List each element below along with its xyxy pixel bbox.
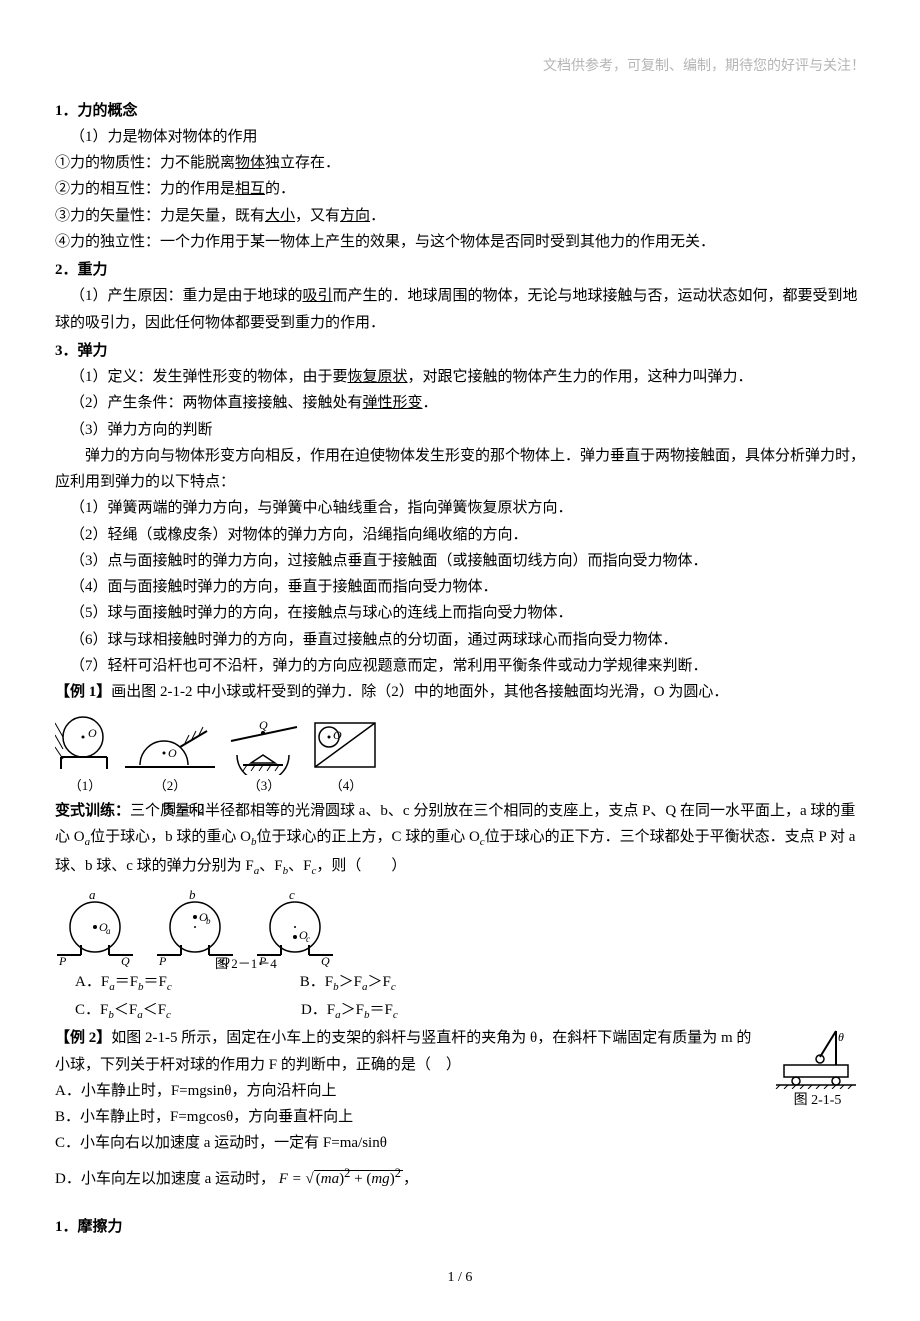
fig-4: O （4） bbox=[313, 719, 379, 798]
section-2-title: 2．重力 bbox=[55, 257, 865, 283]
opt-b: B．Fb＞Fa＞Fc bbox=[300, 969, 396, 997]
fig-2-svg: O bbox=[125, 725, 215, 775]
section-3-title: 3．弹力 bbox=[55, 338, 865, 364]
figures-2-1-2: O （1） O （2） Q bbox=[55, 713, 865, 798]
fig-2: O （2） bbox=[125, 725, 215, 798]
fig-1-svg: O bbox=[55, 713, 115, 775]
variant-training: 变式训练：三个质量和半径都相等的光滑圆球 a、b、c 分别放在三个相同的支座上，… bbox=[55, 798, 865, 881]
opt-a: A．Fa＝Fb＝Fc bbox=[75, 969, 172, 997]
svg-text:a: a bbox=[89, 887, 96, 902]
s3-p3: （3）弹力方向的判断 bbox=[55, 417, 865, 443]
s1-p5: ④力的独立性：一个力作用于某一物体上产生的效果，与这个物体是否同时受到其他力的作… bbox=[55, 229, 865, 255]
s3-p4: 弹力的方向与物体形变方向相反，作用在迫使物体发生形变的那个物体上．弹力垂直于两物… bbox=[55, 443, 865, 496]
fig-2-1-5: θ 图 2-1-5 bbox=[770, 1025, 865, 1114]
s1-p2: ①力的物质性：力不能脱离物体独立存在． bbox=[55, 150, 865, 176]
s1-p1: （1）力是物体对物体的作用 bbox=[55, 124, 865, 150]
s3-b5: （5）球与面接触时弹力的方向，在接触点与球心的连线上而指向受力物体． bbox=[55, 600, 865, 626]
section-1-title: 1．力的概念 bbox=[55, 98, 865, 124]
s3-b6: （6）球与球相接触时弹力的方向，垂直过接触点的分切面，通过两球球心而指向受力物体… bbox=[55, 627, 865, 653]
variant-options-row2: C．Fb＜Fa＜Fc D．Fa＞Fb＝Fc bbox=[75, 997, 865, 1025]
svg-text:b: b bbox=[189, 887, 196, 902]
svg-text:O: O bbox=[168, 746, 177, 760]
opt-d: D．Fa＞Fb＝Fc bbox=[301, 997, 398, 1025]
svg-text:Q: Q bbox=[259, 719, 268, 732]
svg-text:O: O bbox=[333, 728, 342, 742]
svg-text:Q: Q bbox=[121, 954, 130, 967]
s3-b1: （1）弹簧两端的弹力方向，与弹簧中心轴线重合，指向弹簧恢复原状方向． bbox=[55, 495, 865, 521]
variant-options-row1: A．Fa＝Fb＝Fc B．Fb＞Fa＞Fc bbox=[75, 969, 865, 997]
s1-p3: ②力的相互性：力的作用是相互的． bbox=[55, 176, 865, 202]
sphere-a: a O a P Q bbox=[55, 887, 137, 967]
spheres-figure: a O a P Q b O b P Q bbox=[55, 887, 865, 967]
s3-p2: （2）产生条件：两物体直接接触、接触处有弹性形变． bbox=[55, 390, 865, 416]
s2-p1: （1）产生原因：重力是由于地球的吸引而产生的．地球周围的物体，无论与地球接触与否… bbox=[55, 283, 865, 336]
s3-b4: （4）面与面接触时弹力的方向，垂直于接触面而指向受力物体． bbox=[55, 574, 865, 600]
page-footer: 1 / 6 bbox=[55, 1266, 865, 1291]
svg-text:c: c bbox=[306, 934, 310, 944]
example-1: 【例 1】画出图 2-1-2 中小球或杆受到的弹力．除（2）中的地面外，其他各接… bbox=[55, 679, 865, 705]
fig-3: Q （3） bbox=[225, 719, 303, 798]
fig-2-1-4-caption: 图 2－1－4 bbox=[215, 953, 277, 976]
s3-p1: （1）定义：发生弹性形变的物体，由于要恢复原状，对跟它接触的物体产生力的作用，这… bbox=[55, 364, 865, 390]
ex2-opt-a: A．小车静止时，F=mgsinθ，方向沿杆向上 bbox=[55, 1078, 865, 1104]
svg-text:θ: θ bbox=[838, 1030, 844, 1044]
s3-b7: （7）轻杆可沿杆也可不沿杆，弹力的方向应视题意而定，常利用平衡条件或动力学规律来… bbox=[55, 653, 865, 679]
opt-c: C．Fb＜Fa＜Fc bbox=[75, 997, 171, 1025]
fig-4-svg: O bbox=[313, 719, 379, 775]
svg-text:b: b bbox=[206, 916, 211, 926]
svg-text:O: O bbox=[88, 726, 97, 740]
header-note: 文档供参考，可复制、编制，期待您的好评与关注！ bbox=[55, 55, 865, 80]
fig-3-svg: Q bbox=[225, 719, 303, 775]
s3-b3: （3）点与面接触时的弹力方向，过接触点垂直于接触面（或接触面切线方向）而指向受力… bbox=[55, 548, 865, 574]
svg-text:P: P bbox=[158, 954, 167, 967]
ex2-opt-c: C．小车向右以加速度 a 运动时，一定有 F=ma/sinθ bbox=[55, 1130, 865, 1156]
fig-1: O （1） bbox=[55, 713, 115, 798]
svg-text:Q: Q bbox=[321, 954, 330, 967]
svg-text:a: a bbox=[106, 926, 111, 936]
ex2-opt-d: D．小车向左以加速度 a 运动时， F = √(ma)2 + (mg)2， bbox=[55, 1163, 865, 1192]
s3-b2: （2）轻绳（或橡皮条）对物体的弹力方向，沿绳指向绳收缩的方向． bbox=[55, 522, 865, 548]
ex2-opt-b: B．小车静止时，F=mgcosθ，方向垂直杆向上 bbox=[55, 1104, 865, 1130]
svg-text:P: P bbox=[58, 954, 67, 967]
section-4-title: 1．摩擦力 bbox=[55, 1214, 865, 1240]
svg-text:c: c bbox=[289, 887, 295, 902]
example-2: 【例 2】如图 2-1-5 所示，固定在小车上的支架的斜杆与竖直杆的夹角为 θ，… bbox=[55, 1025, 865, 1078]
s1-p4: ③力的矢量性：力是矢量，既有大小，又有方向． bbox=[55, 203, 865, 229]
